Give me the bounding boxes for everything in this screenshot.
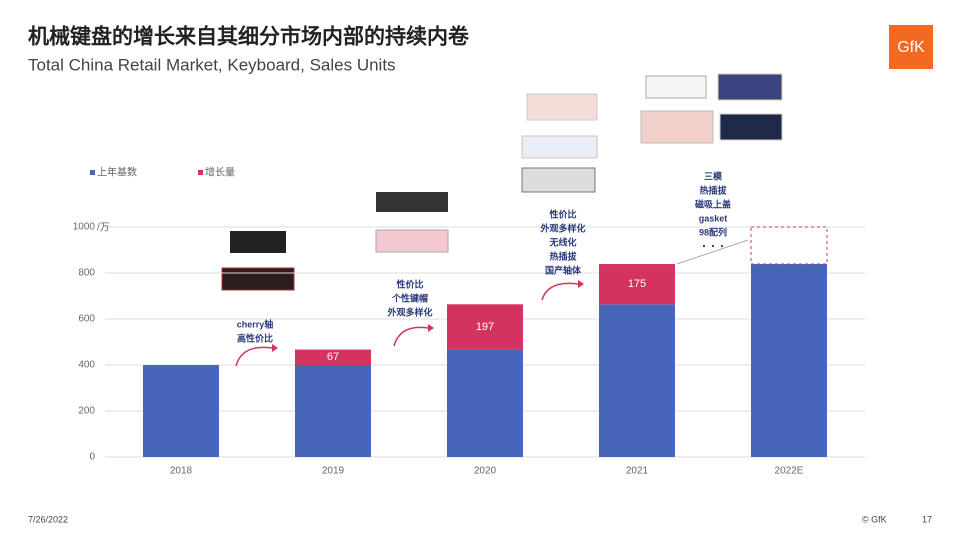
forecast-box — [750, 226, 828, 265]
y-tick-label: 800 — [78, 268, 95, 279]
annotation: 磁吸上盖 — [695, 198, 731, 209]
subtitle: Total China Retail Market, Keyboard, Sal… — [28, 55, 396, 74]
footer-copyright: © GfK — [862, 514, 887, 524]
keyboard-image — [376, 192, 448, 212]
x-tick-label: 2020 — [474, 466, 497, 477]
bar-segment — [599, 264, 675, 305]
keyboard-image — [717, 73, 783, 101]
keyboard-image — [640, 110, 714, 144]
product-images — [221, 73, 783, 291]
annotation: 热插拔 — [699, 184, 727, 195]
keyboard-image — [526, 93, 598, 121]
annotation: 性价比 — [549, 208, 576, 219]
keyboard-image — [645, 75, 707, 99]
y-tick-label: 400 — [78, 360, 95, 371]
annotation: 外观多样化 — [539, 222, 585, 233]
annotation: 无线化 — [548, 236, 576, 247]
x-tick-label: 2018 — [170, 466, 193, 477]
arrow — [541, 282, 579, 301]
arrow-head — [428, 324, 434, 332]
keyboard-image — [521, 135, 598, 159]
x-tick-label: 2021 — [626, 466, 649, 477]
logo-box — [889, 25, 933, 69]
keyboard-image — [230, 231, 286, 253]
keyboard-image — [521, 167, 596, 193]
legend-label: 增长量 — [205, 166, 235, 179]
bar-segment — [295, 365, 371, 457]
y-tick-label: 1000 — [73, 222, 96, 233]
legend-label: 上年基数 — [97, 166, 137, 179]
arrow-head — [272, 344, 278, 352]
legend-swatch — [198, 170, 203, 175]
data-label: 197 — [476, 321, 494, 333]
annotation: ・・・ — [699, 241, 726, 251]
legend-swatch — [90, 170, 95, 175]
bar-segment — [143, 365, 219, 457]
title: 机械键盘的增长来自其细分市场内部的持续内卷 — [28, 25, 470, 49]
page-number: 17 — [922, 514, 932, 524]
annotation: 国产轴体 — [545, 264, 582, 275]
y-unit: /万 — [97, 223, 110, 234]
annotation: 个性键帽 — [391, 292, 428, 303]
annotation: 性价比 — [396, 278, 423, 289]
keyboard-image — [719, 113, 783, 141]
bar-segment — [447, 304, 523, 350]
annotation: cherry轴 — [237, 318, 274, 329]
data-label: 67 — [327, 351, 339, 363]
y-tick-label: 0 — [89, 452, 95, 463]
arrow-head — [578, 280, 584, 288]
y-tick-label: 600 — [78, 314, 95, 325]
arrow — [235, 346, 273, 367]
footer-date: 7/26/2022 — [28, 514, 68, 524]
annotation: 高性价比 — [237, 332, 273, 343]
annotation: 外观多样化 — [386, 306, 432, 317]
annotation: 98配列 — [699, 226, 727, 237]
x-tick-label: 2019 — [322, 466, 345, 477]
y-tick-label: 200 — [78, 406, 95, 417]
connector — [676, 239, 749, 265]
keyboard-image — [375, 229, 449, 253]
annotation: 热插拔 — [549, 250, 577, 261]
bar-segment — [447, 349, 523, 457]
arrow — [393, 326, 429, 347]
bar-segment — [751, 264, 827, 457]
annotation: gasket — [699, 213, 728, 223]
data-label: 175 — [628, 278, 646, 290]
annotation: 三模 — [704, 170, 723, 181]
keyboard-image — [221, 267, 295, 291]
logo: GfK — [897, 39, 925, 56]
x-tick-label: 2022E — [775, 466, 804, 477]
bar-segment — [295, 349, 371, 365]
bar-segment — [599, 304, 675, 457]
